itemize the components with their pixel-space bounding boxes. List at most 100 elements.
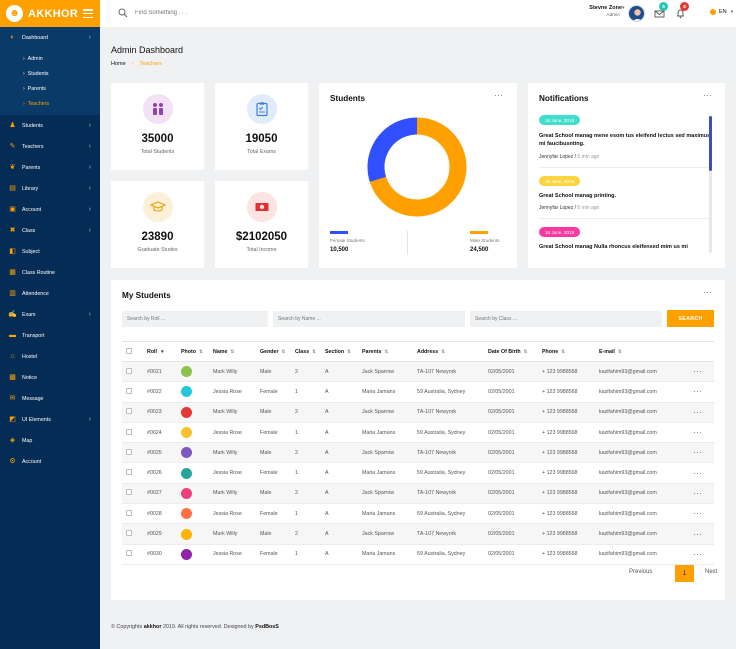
sidebar-item-students[interactable]: ♟ Students › (0, 115, 100, 136)
more-options-icon[interactable]: ··· (693, 488, 703, 498)
column-header-gender[interactable]: Gender ⇅ (256, 341, 291, 362)
sidebar-item-account[interactable]: ▣ Account › (0, 199, 100, 220)
checkbox[interactable] (126, 367, 132, 374)
sidebar-item-account[interactable]: ⚙ Account (0, 451, 100, 472)
sort-icon[interactable]: ⇅ (230, 348, 235, 354)
scrollbar-track[interactable] (709, 116, 712, 253)
column-header-roll[interactable]: Roll ▼ (143, 341, 177, 362)
more-options-icon[interactable]: ··· (693, 549, 703, 559)
sidebar-item-library[interactable]: ▤ Library › (0, 178, 100, 199)
pagination-page-button[interactable]: 1 (675, 565, 694, 582)
table-row[interactable]: #0024 Jessia Rose Female 1 A Maria Jamans 59 A… (122, 422, 714, 444)
search-by-roll-input[interactable] (122, 311, 268, 327)
more-options-icon[interactable]: ··· (693, 407, 703, 417)
sidebar-item-teachers[interactable]: ✎ Teachers › (0, 136, 100, 157)
sidebar-item-transport[interactable]: ▬ Transport (0, 325, 100, 346)
table-row[interactable]: #0028 Jessia Rose Female 1 A Maria Jamans 59 A… (122, 503, 714, 525)
sidebar-item-notice[interactable]: ▩ Notice (0, 367, 100, 388)
more-options-icon[interactable]: ··· (693, 387, 703, 397)
sort-icon[interactable]: ⇅ (199, 348, 203, 354)
sort-icon[interactable]: ⇅ (561, 348, 566, 354)
table-row[interactable]: #0023 Mark Willy Male 2 A Jack Sparrow TA-107 … (122, 402, 714, 423)
column-header-address[interactable]: Address ⇅ (413, 341, 484, 362)
hamburger-menu-icon[interactable] (83, 9, 93, 18)
breadcrumb-home[interactable]: Home (111, 61, 126, 67)
select-all-checkbox[interactable] (122, 341, 143, 362)
table-row[interactable]: #0027 Mark Willy Male 2 A Jack Sparrow TA-107 … (122, 483, 714, 505)
sort-down-icon[interactable]: ▼ (160, 348, 165, 354)
sidebar-subitem-teachers[interactable]: › Teachers (0, 96, 100, 111)
checkbox[interactable] (126, 347, 132, 354)
checkbox[interactable] (126, 408, 132, 415)
scrollbar-thumb[interactable] (709, 116, 712, 171)
table-row[interactable]: #0021 Mark Willy Male 2 A Jack Sparrow TA-107 … (122, 361, 714, 383)
column-header-phone[interactable]: Phone ⇅ (538, 341, 595, 362)
bell-icon[interactable] (675, 8, 686, 19)
sidebar-item-subject[interactable]: ◧ Subject (0, 241, 100, 262)
notification-text[interactable]: Great School manag printing. (539, 193, 617, 199)
search-by-class-input[interactable] (470, 311, 662, 327)
checkbox[interactable] (126, 509, 132, 516)
sidebar-item-exam[interactable]: ✍ Exam › (0, 304, 100, 325)
sidebar-item-hostel[interactable]: ⌂ Hostel (0, 346, 100, 367)
language-selector[interactable]: EN ▾ (710, 9, 733, 15)
search-input[interactable] (135, 7, 285, 19)
sidebar-item-class-routine[interactable]: ▦ Class Routine (0, 262, 100, 283)
sort-icon[interactable]: ⇅ (523, 348, 528, 354)
sidebar-item-parents[interactable]: ❦ Parents › (0, 157, 100, 178)
column-header-class[interactable]: Class ⇅ (291, 341, 321, 362)
table-row[interactable]: #0029 Mark Willy Male 2 A Jack Sparrow TA-107 … (122, 523, 714, 545)
pagination-next-button[interactable]: Next (705, 569, 718, 575)
sidebar-item-dashboard[interactable]: ◐ Dashboard › (0, 27, 100, 48)
sidebar-item-class[interactable]: ✖ Class › (0, 220, 100, 241)
column-header-dob[interactable]: Date Of Birth ⇅ (484, 341, 538, 362)
sort-icon[interactable]: ⇅ (281, 348, 286, 354)
checkbox[interactable] (126, 448, 132, 455)
checkbox[interactable] (126, 550, 132, 557)
more-options-icon[interactable]: ··· (693, 509, 703, 519)
table-row[interactable]: #0022 Jessia Rose Female 1 A Maria Jamans 59 A… (122, 381, 714, 403)
more-options-icon[interactable]: ··· (494, 91, 504, 100)
sidebar-item-map[interactable]: ◈ Map (0, 430, 100, 451)
sort-icon[interactable]: ⇅ (617, 348, 622, 354)
donut-slice-male-students[interactable] (367, 117, 467, 217)
more-options-icon[interactable]: ··· (693, 529, 703, 539)
sort-icon[interactable]: ⇅ (441, 348, 446, 354)
more-options-icon[interactable]: ··· (693, 448, 703, 458)
notification-text[interactable]: Great School manag mene esom tus eleifen… (539, 133, 711, 147)
column-header-photo[interactable]: Photo ⇅ (177, 341, 209, 362)
more-options-icon[interactable]: ··· (693, 367, 703, 377)
checkbox[interactable] (126, 530, 132, 537)
table-row[interactable]: #0030 Jessia Rose Female 1 A Maria Jamans 59 A… (122, 544, 714, 565)
sort-icon[interactable]: ⇅ (312, 348, 316, 354)
column-header-name[interactable]: Name ⇅ (209, 341, 256, 362)
checkbox[interactable] (126, 469, 132, 476)
sidebar-subitem-students[interactable]: › Students (0, 66, 100, 81)
sort-icon[interactable]: ⇅ (384, 348, 389, 354)
more-options-icon[interactable]: ··· (703, 288, 713, 297)
more-options-icon[interactable]: ··· (703, 91, 713, 100)
sort-icon[interactable]: ⇅ (347, 348, 351, 354)
sidebar-item-ui-elements[interactable]: ◩ UI Elements › (0, 409, 100, 430)
sidebar-subitem-parents[interactable]: › Parents (0, 81, 100, 96)
table-row[interactable]: #0025 Mark Willy Male 2 A Jack Sparrow TA-107 … (122, 442, 714, 464)
pagination-previous-button[interactable]: Previous (629, 569, 653, 575)
checkbox[interactable] (126, 428, 132, 435)
checkbox[interactable] (126, 387, 132, 394)
user-name[interactable]: Stevne Zone (589, 5, 622, 11)
footer-designer[interactable]: PsdBosS (255, 624, 279, 630)
more-options-icon[interactable]: ··· (693, 428, 703, 438)
column-header-parents[interactable]: Parents ⇅ (358, 341, 413, 362)
brand[interactable]: ☻ AKKHOR (0, 0, 100, 27)
sidebar-subitem-admin[interactable]: › Admin (0, 51, 100, 66)
column-header-section[interactable]: Section ⇅ (321, 341, 358, 362)
chevron-down-icon[interactable]: ▾ (622, 5, 625, 11)
search-icon[interactable] (118, 8, 128, 18)
avatar[interactable] (628, 5, 645, 22)
sidebar-item-attendence[interactable]: ▥ Attendence (0, 283, 100, 304)
notification-text[interactable]: Great School manag Nulla rhoncus eleifen… (539, 244, 688, 250)
mail-icon[interactable] (654, 8, 665, 19)
checkbox[interactable] (126, 489, 132, 496)
sidebar-item-message[interactable]: ✉ Message (0, 388, 100, 409)
column-header-email[interactable]: E-mail ⇅ (595, 341, 689, 362)
